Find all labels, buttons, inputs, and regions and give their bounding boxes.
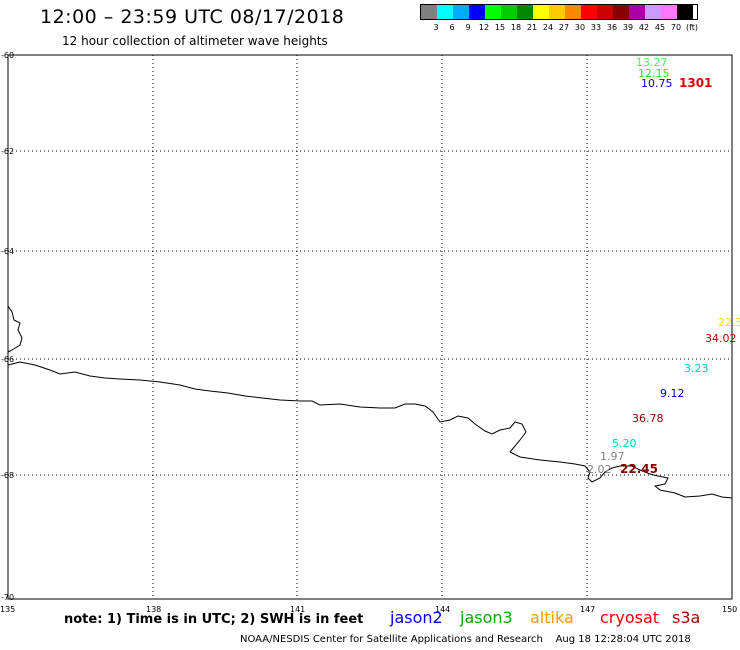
legend-label: 15 xyxy=(494,23,506,32)
obs-value: 36.78 xyxy=(632,412,664,425)
legend-unit: (ft) xyxy=(686,23,699,32)
lat-label: -68 xyxy=(1,471,14,480)
axis-labels: -60 -62 -64 -66 -68 -70 135 138 141 144 … xyxy=(0,51,737,614)
legend-label: 3 xyxy=(433,23,439,32)
lon-label: 138 xyxy=(146,605,161,614)
obs-value: 9.12 xyxy=(660,387,685,400)
legend-swatch xyxy=(421,5,437,19)
wave-observations: 13.27 12.15 10.75 1301 22.3 34.02 3.23 9… xyxy=(587,56,740,476)
lon-label: 144 xyxy=(435,605,450,614)
legend-swatch xyxy=(549,5,565,19)
legend-label: 27 xyxy=(558,23,570,32)
legend-label: 24 xyxy=(542,23,554,32)
footer-note: note: 1) Time is in UTC; 2) SWH is in fe… xyxy=(64,612,364,627)
chart-subtitle: 12 hour collection of altimeter wave hei… xyxy=(62,34,328,48)
lat-label: -60 xyxy=(1,51,14,60)
legend-label: 39 xyxy=(622,23,634,32)
obs-value: 10.75 xyxy=(641,77,673,90)
legend-label: 9 xyxy=(465,23,471,32)
legend-labels: 3 6 9 12 15 18 21 24 27 30 33 36 39 42 45 70 xyxy=(428,23,684,32)
obs-value: 3.23 xyxy=(684,362,709,375)
legend-label: 12 xyxy=(478,23,490,32)
legend-swatch xyxy=(469,5,485,19)
obs-value: 13.27 xyxy=(636,56,668,69)
lon-label: 135 xyxy=(0,605,15,614)
obs-value: 12.15 xyxy=(638,67,670,80)
legend-swatch xyxy=(645,5,661,19)
legend-swatch xyxy=(581,5,597,19)
color-legend: 3 6 9 12 15 18 21 24 27 30 33 36 39 42 45 70 (ft) xyxy=(420,4,699,32)
legend-label: 33 xyxy=(590,23,602,32)
sat-jason3: jason3 xyxy=(460,608,513,627)
legend-label: 30 xyxy=(574,23,586,32)
obs-value: 5.20 xyxy=(612,437,637,450)
credit-line: NOAA/NESDIS Center for Satellite Applica… xyxy=(240,634,691,645)
legend-label: 45 xyxy=(654,23,666,32)
legend-swatch xyxy=(485,5,501,19)
obs-value: 22.3 xyxy=(718,316,740,329)
legend-label: 18 xyxy=(510,23,522,32)
legend-swatch xyxy=(597,5,613,19)
lat-label: -66 xyxy=(1,355,14,364)
sat-s3a: s3a xyxy=(672,608,701,627)
legend-label: 36 xyxy=(606,23,618,32)
legend-swatch xyxy=(629,5,645,19)
lat-label: -64 xyxy=(1,247,14,256)
legend-swatch xyxy=(565,5,581,19)
obs-value: 22.45 xyxy=(620,462,658,476)
legend-label: 6 xyxy=(449,23,455,32)
legend-swatch xyxy=(501,5,517,19)
obs-value: 2.02 xyxy=(587,463,612,476)
legend-swatch xyxy=(533,5,549,19)
legend-swatch xyxy=(677,5,693,19)
graticule xyxy=(8,55,732,599)
legend-label: 21 xyxy=(526,23,538,32)
legend-swatches xyxy=(420,4,699,20)
lon-label: 147 xyxy=(580,605,595,614)
legend-label: 70 xyxy=(670,23,682,32)
lon-label: 150 xyxy=(722,605,737,614)
chart-title: 12:00 – 23:59 UTC 08/17/2018 xyxy=(40,6,345,28)
legend-label: 42 xyxy=(638,23,650,32)
sat-altika: altika xyxy=(530,608,574,627)
obs-value: 34.02 xyxy=(705,332,737,345)
lat-label: -70 xyxy=(1,593,14,602)
sat-cryosat: cryosat xyxy=(600,608,660,627)
obs-value: 1301 xyxy=(679,76,712,90)
legend-swatch xyxy=(437,5,453,19)
legend-swatch xyxy=(613,5,629,19)
sat-jason2: jason2 xyxy=(390,608,443,627)
obs-value: 1.97 xyxy=(600,450,625,463)
lon-label: 141 xyxy=(290,605,305,614)
legend-swatch xyxy=(453,5,469,19)
legend-swatch xyxy=(517,5,533,19)
antarctic-coastline xyxy=(7,305,733,499)
lat-label: -62 xyxy=(1,147,14,156)
legend-swatch xyxy=(661,5,677,19)
map-frame xyxy=(7,54,733,600)
